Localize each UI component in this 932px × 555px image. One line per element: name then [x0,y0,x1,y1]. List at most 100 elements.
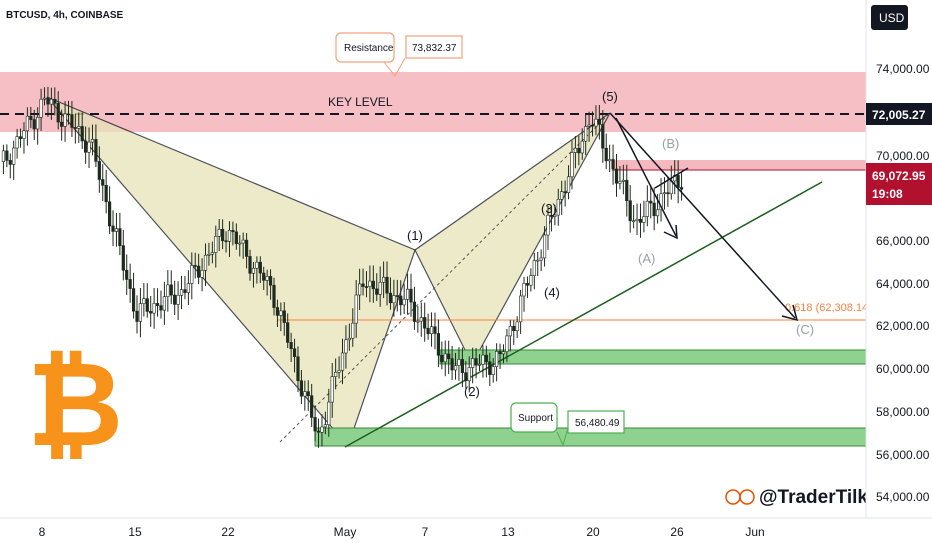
candle-body [563,191,567,193]
wave-3-label: (3) [541,201,557,216]
candle-body [471,358,475,368]
currency-label: USD [879,11,905,25]
candle-body [1,150,6,162]
candle-body [87,141,91,153]
support-pointer [556,427,569,447]
candle-body [518,295,523,323]
candle-body [258,261,262,274]
candle-body [549,214,554,217]
candle-body [679,187,684,190]
candle-body [97,161,101,180]
key-level-tag [866,103,932,125]
candle-body [145,298,149,312]
candle-body [501,351,506,355]
support-callout[interactable]: Support 56,480.49 [510,402,625,447]
resistance-callout[interactable]: Resistance 73,832.37 [335,32,463,77]
candle-body [484,354,488,363]
candle-body [279,310,283,316]
candle-body [371,280,375,290]
candle-body [73,127,77,129]
candle-body [176,294,180,305]
candle-body [217,229,221,237]
candle-body [289,342,293,350]
candle-body [303,391,307,397]
candle-body [32,119,36,130]
candle-body [262,272,266,281]
candle-body [515,321,519,332]
candle-body [282,310,286,323]
wave-b-label: (B) [662,136,679,151]
candle-body [467,367,471,382]
candle-body [101,179,105,186]
bitcoin-logo-icon: ₿ [27,339,123,471]
candle-body [460,359,464,373]
price-axis[interactable] [866,0,932,550]
candle-body [248,256,252,274]
candle-body [42,97,47,100]
candle-body [210,252,214,255]
candle-body [508,325,512,337]
candle-body [128,279,132,289]
support-value-box [567,410,625,434]
currency-button[interactable] [871,5,908,30]
candle-body [29,115,33,120]
x-tick-label: 7 [422,525,429,539]
candle-body [138,303,143,322]
candle-body [111,225,115,232]
x-ticks[interactable]: 8 15 22 May 7 13 20 26 Jun [39,525,765,539]
x-tick-label: May [334,525,357,539]
candle-body [49,98,53,105]
candle-body [375,288,379,295]
candle-body [275,307,280,316]
support-value: 56,480.49 [575,418,620,429]
candle-body [388,292,393,304]
y-tick-label: 70,000.00 [876,149,930,163]
candle-body [173,294,177,305]
y-tick-label: 60,000.00 [876,362,930,376]
candle-body [601,124,605,149]
candle-body [529,275,533,286]
y-tick-label: 64,000.00 [876,277,930,291]
watermark: @TraderTilki [725,487,873,508]
resistance-zone [0,72,866,132]
y-ticks: 74,000.00 70,000.00 66,000.00 64,000.00 62,0… [876,62,930,504]
y-tick-label: 62,000.00 [876,319,930,333]
candle-body [159,305,163,311]
candle-body [450,358,454,371]
y-tick-label: 56,000.00 [876,448,930,462]
candle-body [193,265,197,267]
candle-body [409,288,413,303]
projection-line-b [654,167,689,189]
candle-body [436,333,441,356]
candle-body [361,283,365,287]
candle-body [186,283,190,293]
candle-body [666,192,670,195]
candle-body [207,253,211,256]
candle-body [505,335,509,352]
x-tick-label: Jun [745,525,764,539]
candle-body [395,295,399,297]
candle-body [542,234,547,259]
candle-body [364,286,369,288]
candle-body [241,239,245,244]
candle-body [604,147,608,162]
candle-body [234,231,238,244]
candle-body [46,97,50,105]
candle-body [662,192,667,195]
candle-body [5,150,9,161]
countdown-text: 19:08 [872,187,903,201]
resistance-pointer [383,57,406,77]
candle-body [659,193,663,211]
wave-1-label: (1) [407,228,423,243]
candle-body [556,198,560,216]
candle-body [142,298,146,304]
candle-body [381,276,386,283]
candle-body [570,152,574,178]
candle-body [265,276,269,281]
arrow-head-c [781,304,799,322]
candle-body [625,179,629,202]
candle-body [169,284,173,296]
candle-body [310,395,314,418]
